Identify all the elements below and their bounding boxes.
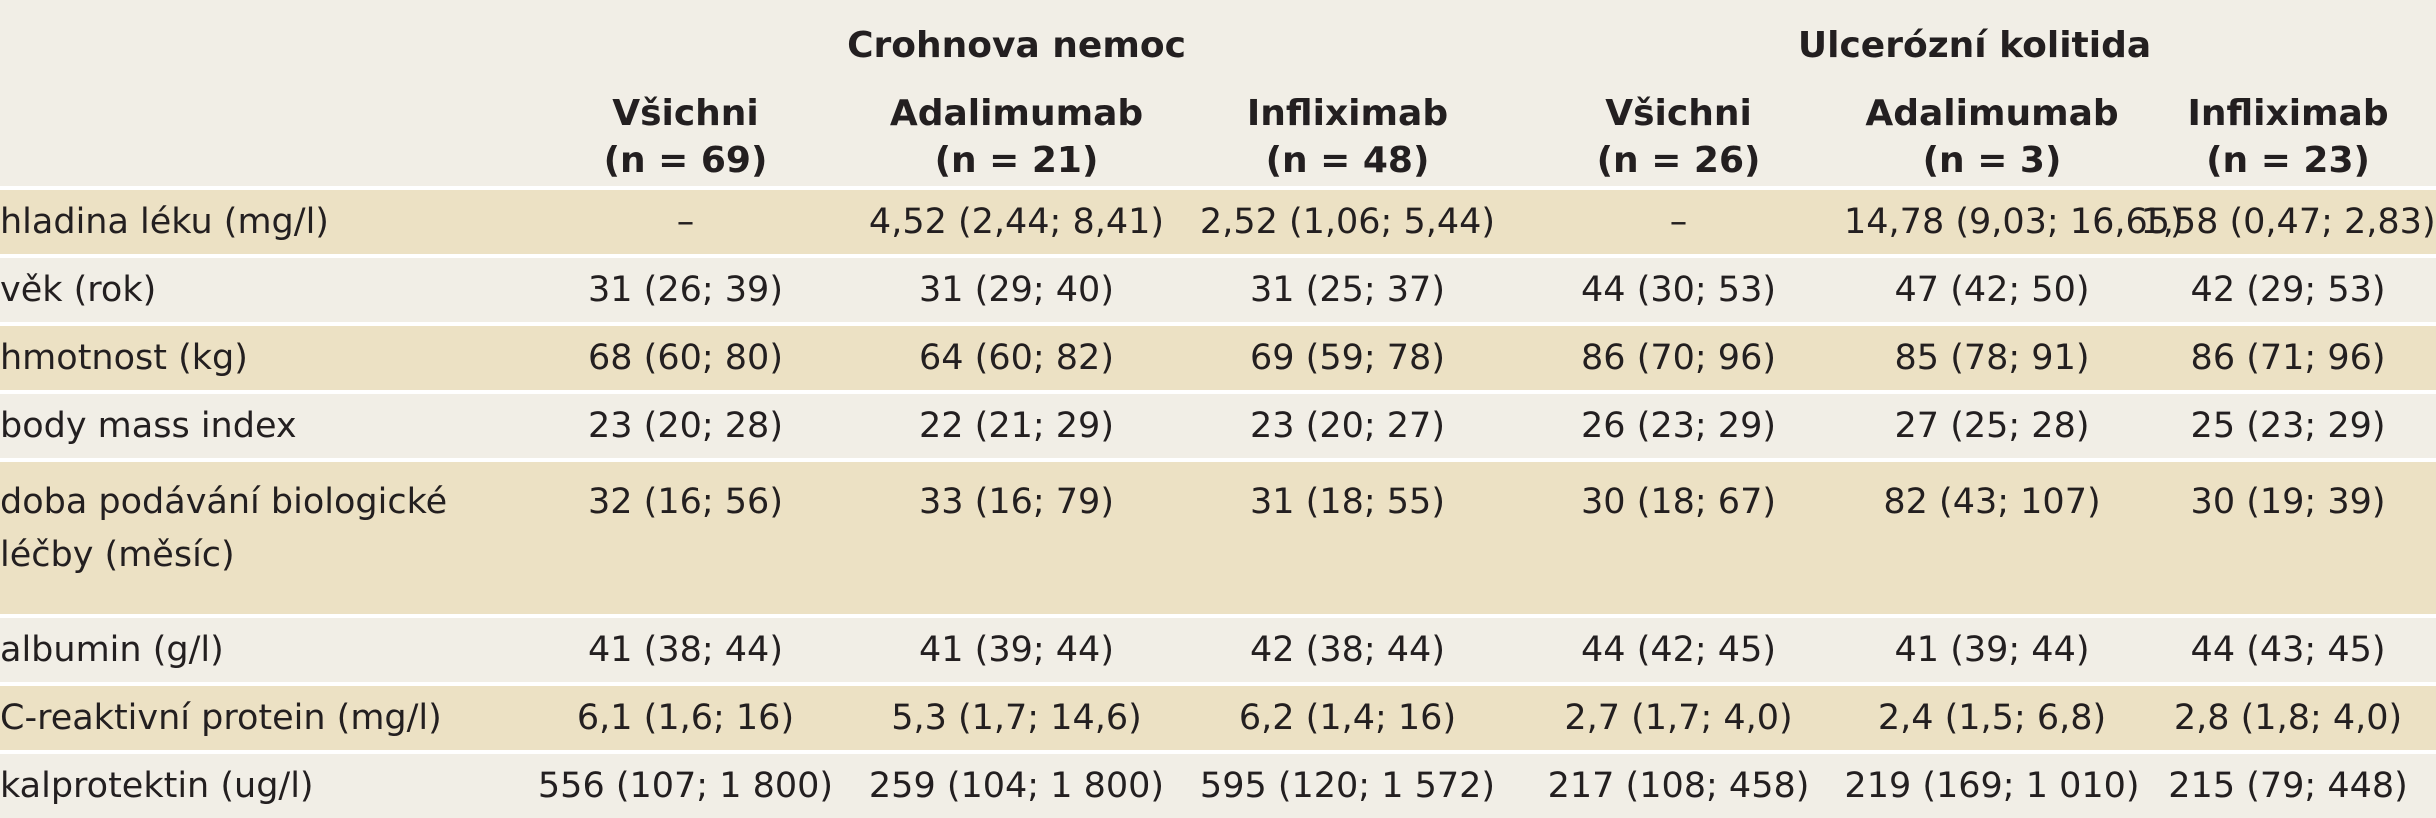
- column-name: Všichni: [612, 93, 759, 134]
- table-row: hmotnost (kg) 68 (60; 80) 64 (60; 82) 69…: [0, 322, 2436, 392]
- table-cell: 22 (21; 29): [851, 390, 1182, 460]
- table-row: C-reaktivní protein (mg/l) 6,1 (1,6; 16)…: [0, 682, 2436, 752]
- column-header: Všichni (n = 26): [1513, 90, 1845, 188]
- group-header-uc: Ulcerózní kolitida: [1513, 0, 2436, 90]
- table-cell: 44 (42; 45): [1513, 614, 1845, 684]
- column-n: (n = 26): [1596, 140, 1761, 181]
- table-cell: 41 (39; 44): [1844, 614, 2141, 684]
- table-cell: 26 (23; 29): [1513, 390, 1845, 460]
- table-cell: 595 (120; 1 572): [1182, 750, 1514, 818]
- header-blank: [0, 90, 520, 188]
- column-name: Infliximab: [1246, 93, 1449, 134]
- column-name: Infliximab: [2187, 93, 2389, 134]
- column-name: Adalimumab: [1865, 93, 2119, 134]
- table-cell: 42 (38; 44): [1182, 614, 1514, 684]
- table-cell: 25 (23; 29): [2140, 390, 2436, 460]
- table-cell: 217 (108; 458): [1513, 750, 1845, 818]
- table-cell: 4,52 (2,44; 8,41): [851, 186, 1182, 256]
- column-name: Adalimumab: [889, 93, 1144, 134]
- table-row: body mass index 23 (20; 28) 22 (21; 29) …: [0, 390, 2436, 460]
- row-label: hmotnost (kg): [0, 322, 520, 392]
- column-header: Infliximab (n = 23): [2140, 90, 2436, 188]
- row-label: C-reaktivní protein (mg/l): [0, 682, 520, 752]
- column-n: (n = 23): [2206, 140, 2370, 181]
- table-cell: 2,7 (1,7; 4,0): [1513, 682, 1845, 752]
- table-cell: 30 (18; 67): [1513, 458, 1845, 616]
- column-name: Všichni: [1605, 93, 1752, 134]
- table-cell: 259 (104; 1 800): [851, 750, 1182, 818]
- row-label: kalprotektin (ug/l): [0, 750, 520, 818]
- table-cell: 23 (20; 28): [520, 390, 851, 460]
- row-label: věk (rok): [0, 254, 520, 324]
- table-cell: 6,2 (1,4; 16): [1182, 682, 1514, 752]
- table-cell: –: [520, 186, 851, 256]
- table-cell: 82 (43; 107): [1844, 458, 2141, 616]
- table-cell: 215 (79; 448): [2140, 750, 2436, 818]
- table-cell: 14,78 (9,03; 16,65): [1844, 186, 2184, 256]
- header-blank: [0, 0, 520, 90]
- column-n: (n = 69): [603, 140, 768, 181]
- table-cell: 42 (29; 53): [2140, 254, 2436, 324]
- group-header-row: Crohnova nemoc Ulcerózní kolitida: [0, 0, 2436, 90]
- table-cell: 31 (18; 55): [1182, 458, 1514, 616]
- row-label: hladina léku (mg/l): [0, 186, 520, 256]
- row-label: albumin (g/l): [0, 614, 520, 684]
- column-header: Infliximab (n = 48): [1182, 90, 1514, 188]
- table-cell: –: [1513, 186, 1845, 256]
- table-cell: 556 (107; 1 800): [520, 750, 851, 818]
- table-row: kalprotektin (ug/l) 556 (107; 1 800) 259…: [0, 750, 2436, 818]
- table-cell: 44 (30; 53): [1513, 254, 1845, 324]
- row-label: doba podávání biologické léčby (měsíc): [0, 458, 520, 616]
- table-cell: 5,3 (1,7; 14,6): [851, 682, 1182, 752]
- table-cell: 31 (26; 39): [520, 254, 851, 324]
- table-cell: 23 (20; 27): [1182, 390, 1514, 460]
- table-cell: 47 (42; 50): [1844, 254, 2141, 324]
- table-cell: 31 (25; 37): [1182, 254, 1514, 324]
- table-cell: 30 (19; 39): [2140, 458, 2436, 616]
- table-cell: 32 (16; 56): [520, 458, 851, 616]
- column-n: (n = 3): [1922, 140, 2062, 181]
- table-cell: 27 (25; 28): [1844, 390, 2141, 460]
- column-n: (n = 48): [1265, 140, 1430, 181]
- column-n: (n = 21): [934, 140, 1099, 181]
- column-header-row: Všichni (n = 69) Adalimumab (n = 21) Infli…: [0, 90, 2436, 188]
- table-cell: 6,1 (1,6; 16): [520, 682, 851, 752]
- table-row: hladina léku (mg/l) – 4,52 (2,44; 8,41) …: [0, 186, 2436, 256]
- table-cell: 44 (43; 45): [2140, 614, 2436, 684]
- table-cell: 41 (39; 44): [851, 614, 1182, 684]
- table-cell: 219 (169; 1 010): [1844, 750, 2141, 818]
- table-cell: 1,58 (0,47; 2,83): [2140, 186, 2436, 256]
- table-cell: 2,4 (1,5; 6,8): [1844, 682, 2141, 752]
- column-header: Všichni (n = 69): [520, 90, 851, 188]
- table-cell: 41 (38; 44): [520, 614, 851, 684]
- table-cell: 31 (29; 40): [851, 254, 1182, 324]
- table-cell: 69 (59; 78): [1182, 322, 1514, 392]
- column-header: Adalimumab (n = 3): [1844, 90, 2141, 188]
- table-row: doba podávání biologické léčby (měsíc) 3…: [0, 458, 2436, 616]
- table-cell: 85 (78; 91): [1844, 322, 2141, 392]
- table-row: věk (rok) 31 (26; 39) 31 (29; 40) 31 (25…: [0, 254, 2436, 324]
- table-cell: 2,8 (1,8; 4,0): [2140, 682, 2436, 752]
- column-header: Adalimumab (n = 21): [851, 90, 1182, 188]
- table-cell: 33 (16; 79): [851, 458, 1182, 616]
- row-label: body mass index: [0, 390, 520, 460]
- table-cell: 64 (60; 82): [851, 322, 1182, 392]
- table-cell: 86 (70; 96): [1513, 322, 1845, 392]
- table-cell: 68 (60; 80): [520, 322, 851, 392]
- table-row: albumin (g/l) 41 (38; 44) 41 (39; 44) 42…: [0, 614, 2436, 684]
- table-cell: 86 (71; 96): [2140, 322, 2436, 392]
- table-cell: 2,52 (1,06; 5,44): [1182, 186, 1514, 256]
- group-header-crohn: Crohnova nemoc: [520, 0, 1514, 90]
